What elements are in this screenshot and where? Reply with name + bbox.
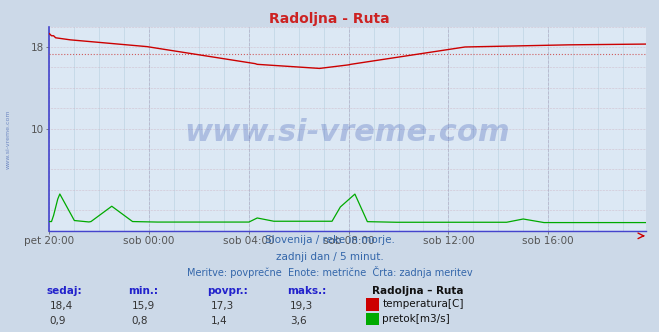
Text: 1,4: 1,4 bbox=[211, 316, 227, 326]
Text: pretok[m3/s]: pretok[m3/s] bbox=[382, 314, 450, 324]
Text: 19,3: 19,3 bbox=[290, 301, 313, 311]
Text: www.si-vreme.com: www.si-vreme.com bbox=[185, 118, 511, 147]
Text: 17,3: 17,3 bbox=[211, 301, 234, 311]
Text: Radoljna - Ruta: Radoljna - Ruta bbox=[269, 12, 390, 26]
Text: min.:: min.: bbox=[129, 286, 159, 296]
Text: Radoljna – Ruta: Radoljna – Ruta bbox=[372, 286, 464, 296]
Text: zadnji dan / 5 minut.: zadnji dan / 5 minut. bbox=[275, 252, 384, 262]
Text: sedaj:: sedaj: bbox=[46, 286, 82, 296]
Text: 0,8: 0,8 bbox=[132, 316, 148, 326]
Text: 0,9: 0,9 bbox=[49, 316, 66, 326]
Text: povpr.:: povpr.: bbox=[208, 286, 248, 296]
Text: 3,6: 3,6 bbox=[290, 316, 306, 326]
Text: Slovenija / reke in morje.: Slovenija / reke in morje. bbox=[264, 235, 395, 245]
Text: www.si-vreme.com: www.si-vreme.com bbox=[5, 110, 11, 169]
Text: Meritve: povprečne  Enote: metrične  Črta: zadnja meritev: Meritve: povprečne Enote: metrične Črta:… bbox=[186, 266, 473, 278]
Text: 18,4: 18,4 bbox=[49, 301, 72, 311]
Text: maks.:: maks.: bbox=[287, 286, 326, 296]
Text: temperatura[C]: temperatura[C] bbox=[382, 299, 464, 309]
Text: 15,9: 15,9 bbox=[132, 301, 155, 311]
